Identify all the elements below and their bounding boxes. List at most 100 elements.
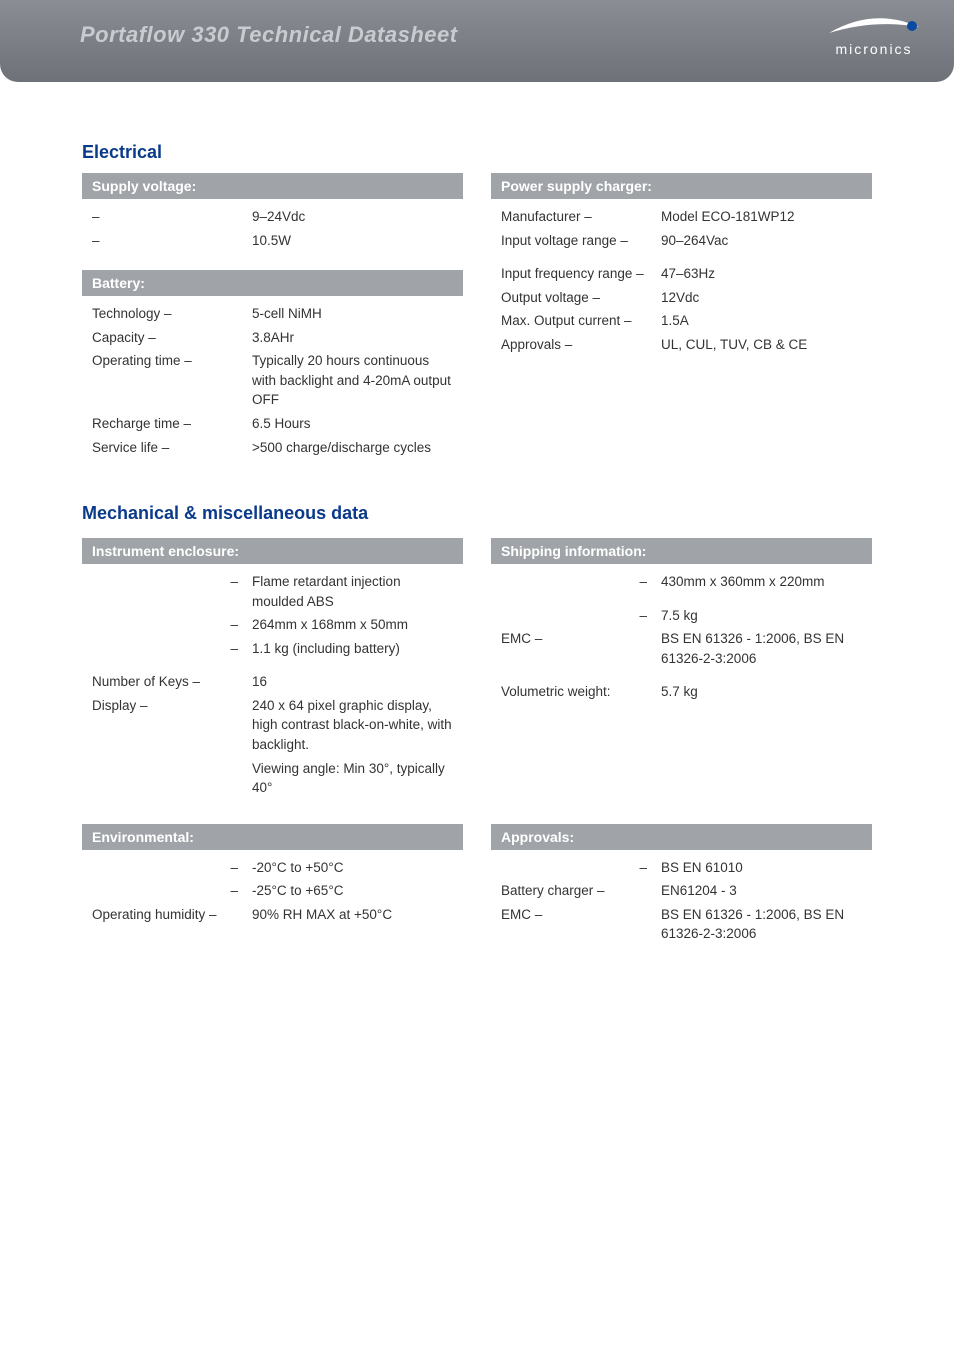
section-heading-electrical: Electrical [82,142,872,163]
row-label: Operating time – [92,351,252,371]
power-supply-block: Power supply charger: Manufacturer –Mode… [491,173,872,356]
row-label: Output voltage – [501,288,661,308]
supply-voltage-header: Supply voltage: [82,173,463,199]
row-value: -25°C to +65°C [252,881,453,901]
row-value: >500 charge/discharge cycles [252,438,453,458]
table-row: Volumetric weight:5.7 kg [491,680,872,704]
table-row: Operating humidity –90% RH MAX at +50°C [82,903,463,927]
instrument-block: Instrument enclosure: –Flame retardant i… [82,538,463,800]
power-supply-rows: Manufacturer –Model ECO-181WP12Input vol… [491,205,872,356]
row-label: Approvals – [501,335,661,355]
row-value: Typically 20 hours continuous with backl… [252,351,453,410]
row-label: Operating humidity – [92,905,252,925]
row-label: Recharge time – [92,414,252,434]
environmental-header: Environmental: [82,824,463,850]
row-label: – [501,858,661,878]
table-row: Input frequency range –47–63Hz [491,262,872,286]
mechanical-columns-1: Instrument enclosure: –Flame retardant i… [82,538,872,818]
table-row: EMC –BS EN 61326 - 1:2006, BS EN 61326-2… [491,903,872,946]
table-row: Input voltage range –90–264Vac [491,229,872,253]
page-header: Portaflow 330 Technical Datasheet micron… [0,0,954,82]
row-value: 10.5W [252,231,453,251]
shipping-rows: –430mm x 360mm x 220mm–7.5 kgEMC –BS EN … [491,570,872,704]
row-value: 90% RH MAX at +50°C [252,905,453,925]
row-value: 47–63Hz [661,264,862,284]
row-label: – [92,858,252,878]
row-value: 430mm x 360mm x 220mm [661,572,862,592]
section-heading-mechanical: Mechanical & miscellaneous data [82,503,872,524]
table-row: Manufacturer –Model ECO-181WP12 [491,205,872,229]
table-row: –9–24Vdc [82,205,463,229]
table-row: Service life –>500 charge/discharge cycl… [82,436,463,460]
supply-voltage-rows: –9–24Vdc–10.5W [82,205,463,252]
row-value: 3.8AHr [252,328,453,348]
row-value: 5.7 kg [661,682,862,702]
row-value: BS EN 61010 [661,858,862,878]
row-label: – [501,572,661,592]
row-label: Number of Keys – [92,672,252,692]
row-label: EMC – [501,629,661,649]
row-value: BS EN 61326 - 1:2006, BS EN 61326-2-3:20… [661,905,862,944]
row-value: Viewing angle: Min 30°, typically 40° [252,759,453,798]
table-row: Output voltage –12Vdc [491,286,872,310]
table-row: Battery charger –EN61204 - 3 [491,879,872,903]
table-row: –Flame retardant injection moulded ABS [82,570,463,613]
row-label: – [92,231,252,251]
table-row: –BS EN 61010 [491,856,872,880]
approvals-block: Approvals: –BS EN 61010Battery charger –… [491,824,872,946]
table-row: Technology –5-cell NiMH [82,302,463,326]
row-label: – [501,606,661,626]
row-value: Model ECO-181WP12 [661,207,862,227]
instrument-header: Instrument enclosure: [82,538,463,564]
page-title: Portaflow 330 Technical Datasheet [80,22,458,48]
approvals-rows: –BS EN 61010Battery charger –EN61204 - 3… [491,856,872,946]
instrument-rows: –Flame retardant injection moulded ABS–2… [82,570,463,800]
shipping-block: Shipping information: –430mm x 360mm x 2… [491,538,872,704]
row-value: 7.5 kg [661,606,862,626]
row-value: Flame retardant injection moulded ABS [252,572,453,611]
spacer [491,594,872,604]
table-row: Operating time –Typically 20 hours conti… [82,349,463,412]
table-row: –430mm x 360mm x 220mm [491,570,872,594]
table-row: –10.5W [82,229,463,253]
table-row: –-25°C to +65°C [82,879,463,903]
electrical-left-col: Supply voltage: –9–24Vdc–10.5W Battery: … [82,173,463,477]
row-label: – [92,572,252,592]
row-label: Max. Output current – [501,311,661,331]
row-value: 6.5 Hours [252,414,453,434]
battery-rows: Technology –5-cell NiMHCapacity –3.8AHrO… [82,302,463,459]
mechanical-right-col-1: Shipping information: –430mm x 360mm x 2… [491,538,872,818]
row-value: -20°C to +50°C [252,858,453,878]
row-label: Display – [92,696,252,716]
row-label: EMC – [501,905,661,925]
row-label: – [92,639,252,659]
battery-header: Battery: [82,270,463,296]
electrical-columns: Supply voltage: –9–24Vdc–10.5W Battery: … [82,173,872,477]
row-label: Volumetric weight: [501,682,661,702]
row-label: Battery charger – [501,881,661,901]
mechanical-left-col-2: Environmental: –-20°C to +50°C–-25°C to … [82,824,463,964]
battery-block: Battery: Technology –5-cell NiMHCapacity… [82,270,463,459]
row-label: – [92,207,252,227]
approvals-header: Approvals: [491,824,872,850]
environmental-block: Environmental: –-20°C to +50°C–-25°C to … [82,824,463,927]
row-value: 1.1 kg (including battery) [252,639,453,659]
row-label: – [92,615,252,635]
power-supply-header: Power supply charger: [491,173,872,199]
table-row: EMC –BS EN 61326 - 1:2006, BS EN 61326-2… [491,627,872,670]
row-label: Technology – [92,304,252,324]
table-row: Max. Output current –1.5A [491,309,872,333]
spacer [491,252,872,262]
row-value: 12Vdc [661,288,862,308]
table-row: Recharge time –6.5 Hours [82,412,463,436]
row-label: Capacity – [92,328,252,348]
table-row: –264mm x 168mm x 50mm [82,613,463,637]
table-row: –-20°C to +50°C [82,856,463,880]
row-value: 9–24Vdc [252,207,453,227]
row-label: Input voltage range – [501,231,661,251]
row-value: 240 x 64 pixel graphic display, high con… [252,696,453,755]
row-value: UL, CUL, TUV, CB & CE [661,335,862,355]
row-label: Input frequency range – [501,264,661,284]
mechanical-left-col-1: Instrument enclosure: –Flame retardant i… [82,538,463,818]
page-content: Electrical Supply voltage: –9–24Vdc–10.5… [0,82,954,964]
